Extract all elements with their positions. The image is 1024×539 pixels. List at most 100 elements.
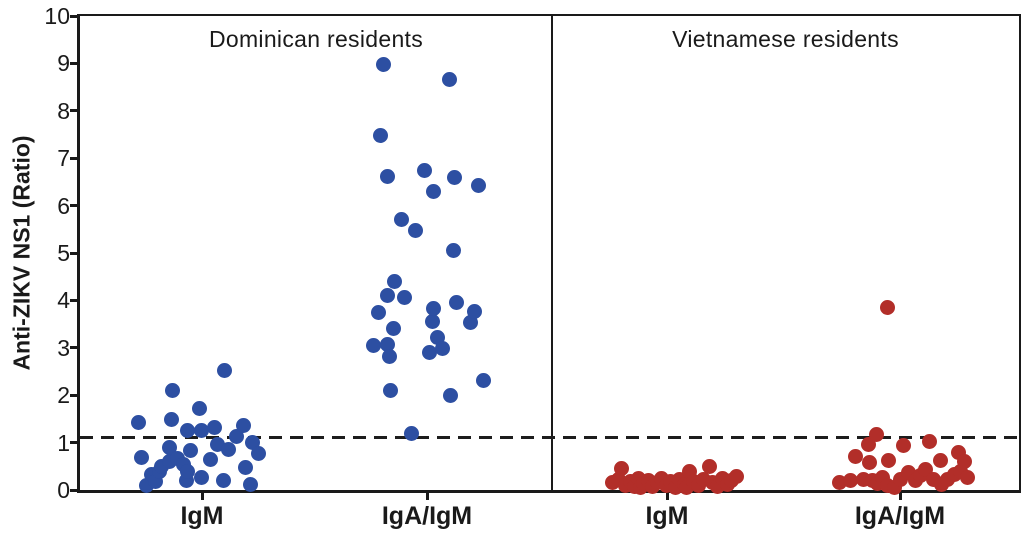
data-point [179,464,195,480]
y-tick-label: 7 [57,145,70,172]
y-tick [70,251,79,255]
data-point [425,300,441,316]
data-point [475,373,491,388]
data-point [215,473,231,489]
data-point [372,127,388,143]
data-point [462,315,478,331]
y-tick [70,298,79,302]
data-point [466,303,482,319]
data-point [250,446,266,461]
data-point [842,473,858,489]
x-label-dominican-iga-igm: IgA/IgM [381,502,473,530]
y-tick-label: 6 [57,192,70,219]
data-point [959,469,975,485]
y-tick-label: 2 [57,382,70,409]
panel-divider [551,16,553,490]
data-point [895,437,911,453]
data-point [445,243,461,259]
data-point [385,321,401,337]
data-point [847,449,863,465]
x-label-vietnamese-igm: IgM [645,502,689,530]
data-point [441,72,457,88]
data-point [375,56,391,72]
y-tick [70,14,79,18]
data-point [379,287,395,303]
y-tick [70,204,79,208]
data-point [932,452,948,468]
data-point [133,449,149,465]
data-point [470,177,486,193]
panel-title-dominican: Dominican residents [208,26,424,52]
x-tick [665,491,669,500]
y-tick [70,346,79,350]
data-point [424,313,440,329]
data-point [448,295,464,311]
data-point [442,387,458,403]
x-tick [200,491,204,500]
data-point [242,476,258,492]
data-point [393,211,409,227]
data-point [879,300,895,315]
data-point [613,461,629,477]
data-point [164,382,180,398]
data-point [407,222,423,238]
data-point [235,417,251,433]
data-point [220,442,236,458]
y-tick-label: 5 [57,240,70,266]
data-point [237,460,253,476]
y-tick-label: 9 [57,50,70,77]
y-tick-label: 4 [57,287,70,314]
data-point [228,428,244,444]
y-tick-label: 3 [57,334,70,361]
data-point [701,458,717,474]
data-point [861,454,877,470]
data-point [130,415,146,431]
data-point [425,183,441,199]
data-point [206,420,222,436]
y-tick-label: 0 [57,477,70,503]
data-point [956,454,972,470]
data-point [921,434,937,450]
data-point [370,305,386,321]
data-point [202,452,218,468]
y-tick-label: 1 [57,429,70,456]
y-tick-label: 8 [57,97,70,124]
data-point [728,469,744,485]
x-label-vietnamese-iga-igm: IgA/IgM [854,502,946,530]
data-point [179,423,195,439]
y-tick [70,393,79,397]
x-tick [425,491,429,500]
data-point [193,423,209,439]
data-point [379,168,395,184]
data-point [421,345,437,361]
y-tick [70,488,79,492]
data-point [381,349,397,365]
data-point [403,425,419,441]
data-point [416,163,432,179]
y-tick-label: 10 [44,3,70,29]
data-point [182,442,198,458]
data-point [386,274,402,290]
y-tick [70,109,79,113]
cutoff-threshold-line [80,436,1019,440]
x-tick [898,491,902,500]
data-point [396,289,412,305]
panel-title-vietnamese: Vietnamese residents [672,26,899,52]
y-tick [70,441,79,445]
data-point [868,426,884,442]
data-point [446,169,462,185]
y-tick [70,61,79,65]
data-point [860,437,876,453]
data-point [163,412,179,428]
y-tick [70,156,79,160]
data-point [880,453,896,469]
data-point [365,338,381,354]
data-point [434,341,450,357]
data-point [193,470,209,486]
data-point [216,363,232,379]
x-label-dominican-igm: IgM [180,502,224,530]
data-point [191,401,207,417]
data-point [379,336,395,352]
data-point [382,382,398,398]
